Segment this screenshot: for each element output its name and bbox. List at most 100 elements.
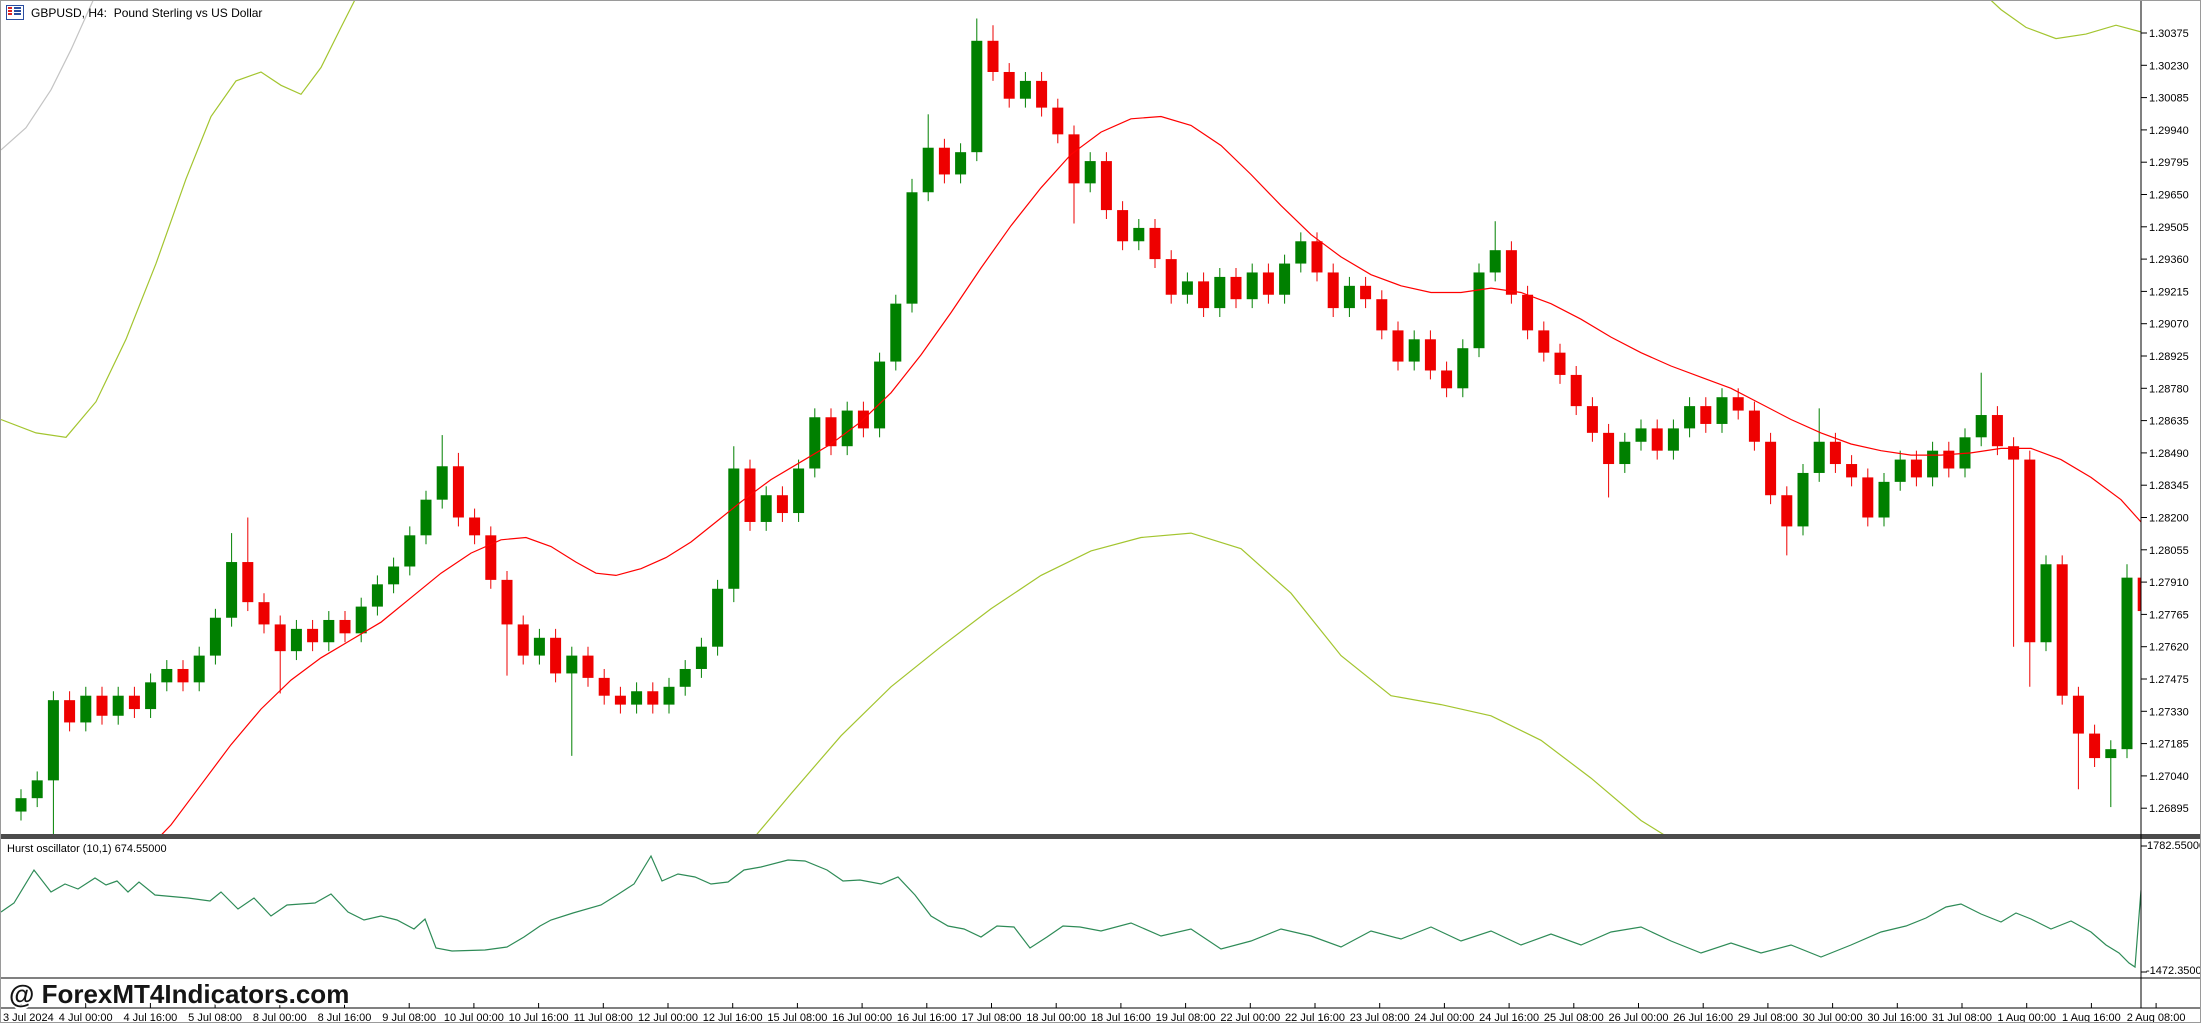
band-upper-right-line (1990, 1, 2141, 40)
candle-body (1165, 259, 1177, 295)
candle-body (1651, 428, 1663, 451)
candle-body (906, 192, 918, 304)
candle-body (695, 646, 707, 669)
candle-body (1910, 459, 1922, 478)
time-tick-label: 4 Jul 16:00 (123, 1012, 177, 1023)
candle-body (1068, 134, 1080, 184)
candle-body (2121, 577, 2133, 750)
price-tick-label: 1.26895 (2149, 803, 2189, 815)
candle-body (2105, 749, 2117, 759)
time-tick-label: 1 Aug 00:00 (1997, 1012, 2056, 1023)
price-tick-label: 1.28925 (2149, 351, 2189, 363)
candle-body (1586, 406, 1598, 433)
candle-body (112, 695, 124, 716)
candle-body (1457, 348, 1469, 389)
time-tick-label: 8 Jul 16:00 (318, 1012, 372, 1023)
oscillator-plot-area[interactable] (1, 854, 2141, 969)
time-tick-label: 23 Jul 08:00 (1350, 1012, 1410, 1023)
price-tick-label: 1.28490 (2149, 448, 2189, 460)
candle-body (1554, 352, 1566, 375)
price-tick-label: 1.28635 (2149, 416, 2189, 428)
candle-body (647, 691, 659, 705)
time-tick-label: 29 Jul 08:00 (1738, 1012, 1798, 1023)
candle-body (371, 584, 383, 607)
candle-body (1133, 227, 1145, 242)
candle-body (582, 655, 594, 678)
candle-body (209, 617, 221, 656)
candle-body (193, 655, 205, 683)
price-tick-label: 1.29360 (2149, 254, 2189, 266)
candle-body (1522, 294, 1534, 331)
price-tick-label: 1.30230 (2149, 60, 2189, 72)
candle-body (2024, 459, 2036, 643)
candle-body (1100, 161, 1112, 211)
candle-body (161, 668, 173, 683)
candle-body (1829, 441, 1841, 465)
candle-body (15, 798, 27, 812)
time-tick-label: 22 Jul 16:00 (1285, 1012, 1345, 1023)
chart-window-icon (6, 5, 24, 20)
time-tick-label: 22 Jul 00:00 (1220, 1012, 1280, 1023)
candle-body (1392, 330, 1404, 362)
time-tick-label: 8 Jul 00:00 (253, 1012, 307, 1023)
candle-body (1408, 339, 1420, 362)
candle-body (2056, 564, 2068, 696)
candle-body (436, 466, 448, 500)
candle-body (323, 619, 335, 643)
candle-body (1327, 272, 1339, 309)
time-tick-label: 2 Aug 08:00 (2127, 1012, 2186, 1023)
candle-body (469, 517, 481, 536)
candle-body (955, 152, 967, 175)
candle-body (226, 562, 238, 618)
candle-body (938, 147, 950, 175)
candle-body (1716, 397, 1728, 424)
candle-body (517, 624, 529, 656)
main-plot-area[interactable] (1, 1, 2149, 883)
candle-body (1797, 472, 1809, 527)
chart-title: GBPUSD, H4: Pound Sterling vs US Dollar (31, 5, 263, 20)
time-tick-label: 15 Jul 08:00 (767, 1012, 827, 1023)
price-tick-label: 1.28780 (2149, 383, 2189, 395)
candle-body (890, 303, 902, 362)
candle-body (64, 700, 76, 723)
candle-body (420, 499, 432, 536)
candle-body (1635, 428, 1647, 442)
price-tick-label: 1.27330 (2149, 706, 2189, 718)
candle-body (1667, 428, 1679, 451)
price-tick-label: 1.29795 (2149, 157, 2189, 169)
candle-body (1505, 250, 1517, 295)
time-tick-label: 3 Jul 2024 (3, 1012, 54, 1023)
candle-body (1424, 339, 1436, 371)
candle-body (776, 495, 788, 514)
band-upper-left-line (1, 1, 356, 438)
candle-body (1991, 415, 2003, 447)
price-tick-label: 1.27910 (2149, 577, 2189, 589)
candle-body (1149, 227, 1161, 260)
price-tick-label: 1.29505 (2149, 222, 2189, 234)
indicator-label: Hurst oscillator (10,1) 674.55000 (7, 843, 167, 855)
candle-body (1036, 80, 1048, 108)
candle-body (598, 677, 610, 696)
gray-line-line (1, 1, 94, 151)
candle-body (1700, 406, 1712, 424)
time-tick-label: 26 Jul 16:00 (1673, 1012, 1733, 1023)
candle-body (80, 695, 92, 723)
candle-body (1230, 276, 1242, 300)
candle-body (1003, 71, 1015, 99)
price-tick-label: 1.30375 (2149, 28, 2189, 40)
panel-separator[interactable] (1, 834, 2201, 839)
price-tick-label: 1.27040 (2149, 771, 2189, 783)
candle-body (874, 361, 886, 429)
price-tick-label: 1.29650 (2149, 190, 2189, 202)
oscillator-line (1, 854, 2141, 969)
ma-red-line (161, 115, 2141, 834)
candle-body (1279, 263, 1291, 295)
candle-body (1862, 477, 1874, 518)
time-tick-label: 10 Jul 16:00 (509, 1012, 569, 1023)
candle-body (1262, 272, 1274, 295)
candle-body (1975, 415, 1987, 438)
candle-body (274, 624, 286, 652)
candle-body (809, 417, 821, 469)
